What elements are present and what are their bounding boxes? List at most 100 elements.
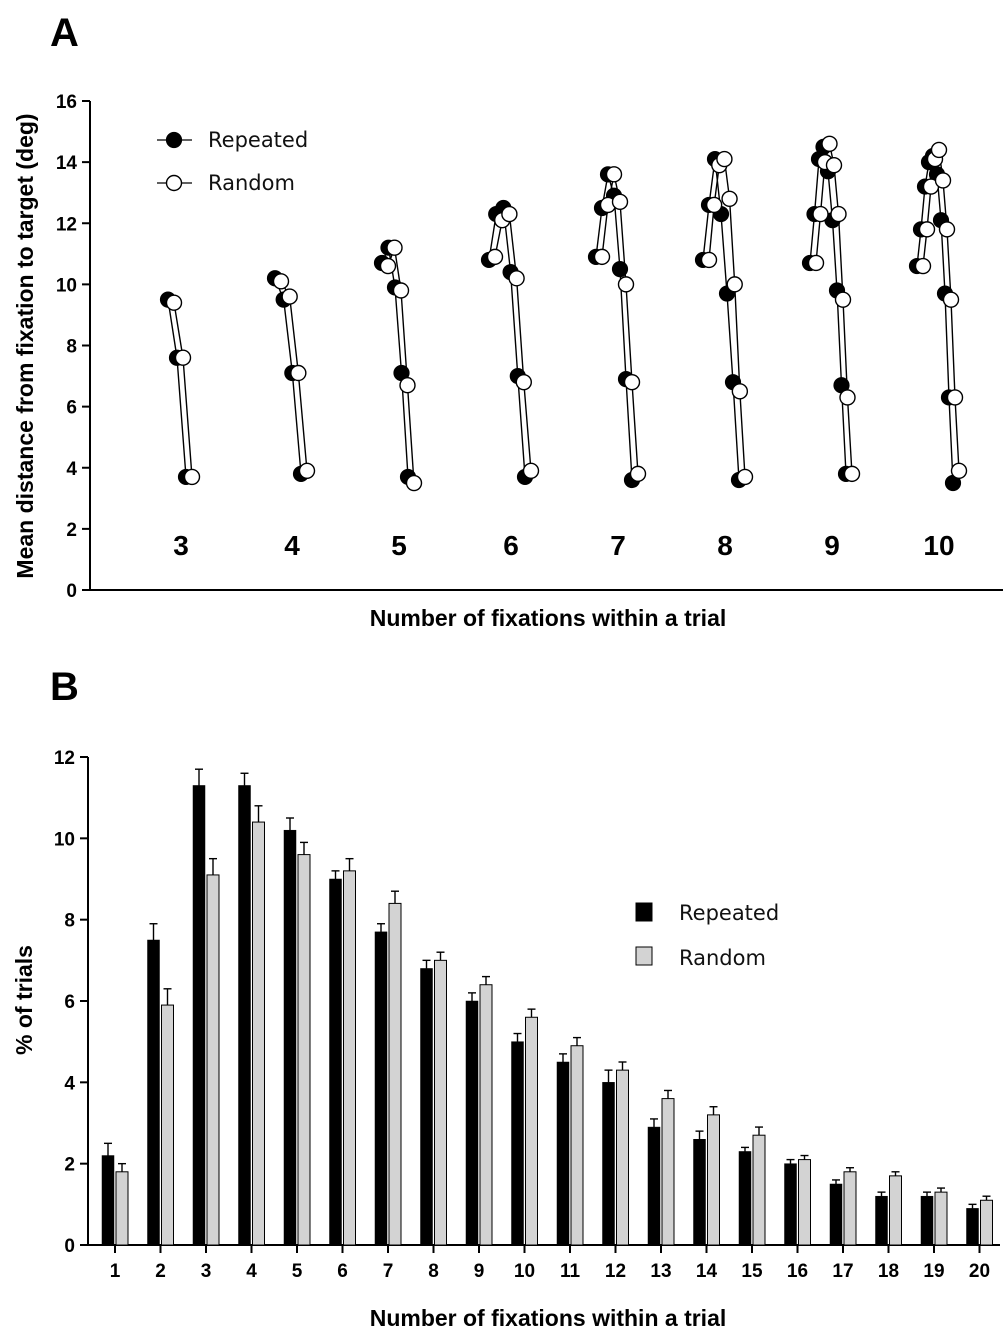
- panel-a-y-tick-label: 16: [56, 92, 77, 113]
- panel-b-x-tick-label: 5: [292, 1261, 303, 1282]
- panel-b-bar-repeated: [420, 968, 433, 1246]
- panel-a-group-labels: 3 4 5 6 7 8 9 10: [173, 530, 954, 561]
- panel-b-bar-repeated: [647, 1126, 661, 1246]
- panel-a-group-label: 9: [824, 530, 840, 561]
- panel-b-bar-random: [388, 902, 402, 1246]
- panel-a-y-tick-label: 4: [66, 459, 77, 480]
- panel-a-point-random: [617, 276, 635, 293]
- panel-b-x-tick-label: 7: [383, 1261, 394, 1282]
- panel-a-point-random: [629, 465, 647, 483]
- panel-a-point-random: [834, 291, 852, 308]
- panel-b-bar-random: [115, 1171, 129, 1246]
- legend-repeated-label: Repeated: [679, 901, 779, 925]
- panel-a-point-random: [839, 389, 856, 406]
- panel-a-point-random: [716, 150, 733, 168]
- panel-a-label: A: [50, 11, 79, 55]
- legend-random-swatch: [635, 946, 653, 966]
- panel-a-y-tick-label: 12: [56, 214, 77, 235]
- panel-b-x-tick-label: 16: [787, 1261, 808, 1282]
- panel-a-point-random: [950, 462, 968, 480]
- panel-b-bar-random: [252, 821, 265, 1246]
- panel-a-line-repeated-3: [167, 299, 187, 477]
- panel-a-point-random: [605, 166, 623, 183]
- panel-a-y-axis-title: Mean distance from fixation to target (d…: [12, 113, 38, 578]
- panel-b-x-tick-label: 13: [650, 1261, 671, 1282]
- panel-a-group-label: 7: [610, 530, 626, 561]
- panel-b-x-tick-label: 9: [474, 1261, 485, 1282]
- panel-a-y-tick-label: 8: [66, 337, 77, 358]
- panel-a-point-random: [174, 349, 192, 366]
- panel-b-x-tick-label: 18: [878, 1261, 899, 1282]
- panel-a-point-random: [183, 468, 201, 486]
- panel-a-group-label: 6: [503, 530, 519, 561]
- panel-b-bar-repeated: [465, 1000, 479, 1246]
- panel-a-point-random: [272, 273, 290, 290]
- panel-a-group-label: 5: [391, 530, 407, 561]
- panel-a-point-random: [281, 288, 298, 305]
- panel-a-point-random: [930, 141, 948, 159]
- panel-b-bar-repeated: [192, 785, 206, 1246]
- panel-b-bar-repeated: [556, 1061, 570, 1246]
- panel-a-point-random: [721, 190, 738, 208]
- panel-b-bar-random: [707, 1114, 720, 1246]
- panel-b-x-tick-label: 17: [832, 1261, 853, 1282]
- panel-a-point-random: [705, 196, 723, 214]
- panel-a-line-repeated-10: [916, 154, 954, 484]
- panel-a-point-random: [830, 205, 847, 223]
- panel-a-line-repeated-7: [595, 174, 633, 481]
- panel-b-bars: [101, 768, 993, 1246]
- panel-b-bar-random: [889, 1175, 902, 1246]
- panel-a-line-random-4: [280, 280, 308, 471]
- panel-a-line-random-7: [601, 174, 639, 474]
- panel-b-x-tick-label: 6: [337, 1261, 348, 1282]
- panel-b-x-tick-label: 2: [155, 1261, 166, 1282]
- panel-a-line-random-9: [815, 143, 853, 474]
- panel-a-point-random: [731, 383, 749, 400]
- panel-b-bar-repeated: [238, 785, 251, 1246]
- panel-a-group-label: 4: [284, 530, 300, 561]
- panel-b-y-ticks: 0 2 4 6 8 10 12: [54, 748, 88, 1257]
- panel-b-bar-repeated: [602, 1082, 615, 1246]
- panel-b-x-tick-label: 12: [605, 1261, 626, 1282]
- panel-a-point-random: [486, 248, 504, 266]
- panel-a-group-label: 10: [923, 530, 954, 561]
- panel-b-x-tick-label: 15: [741, 1261, 763, 1282]
- panel-b-bar-random: [980, 1199, 993, 1246]
- panel-a-point-random: [165, 294, 183, 311]
- panel-b-bar-repeated: [147, 939, 160, 1246]
- panel-b-bar-repeated: [693, 1139, 706, 1246]
- panel-b-axes: [87, 757, 1000, 1246]
- panel-a-group-label: 8: [717, 530, 733, 561]
- panel-a-group-label: 3: [173, 530, 189, 561]
- panel-a-point-repeated: [611, 260, 629, 278]
- panel-b-bar-random: [752, 1134, 766, 1246]
- panel-b-y-axis-title: % of trials: [11, 945, 37, 1055]
- panel-b-y-tick-label: 10: [54, 829, 75, 850]
- panel-b-bar-random: [616, 1069, 629, 1246]
- panel-a-point-random: [515, 373, 532, 391]
- panel-b-label: B: [50, 665, 79, 709]
- panel-b-y-tick-label: 0: [64, 1236, 75, 1257]
- panel-a-point-random: [508, 270, 525, 287]
- panel-b-bar-repeated: [875, 1195, 888, 1246]
- panel-a-legend: Repeated Random: [157, 128, 308, 195]
- panel-b-x-tick-label: 20: [969, 1261, 990, 1282]
- panel-a-y-ticks: 0 2 4 6 8 10 12 14 16: [56, 92, 90, 602]
- panel-b-x-tick-label: 4: [246, 1261, 257, 1282]
- panel-a-point-random: [392, 282, 410, 299]
- panel-a-point-random: [942, 291, 960, 308]
- panel-a-line-random-3: [173, 302, 193, 477]
- legend-repeated-marker: [165, 131, 183, 149]
- panel-b-bar-repeated: [283, 829, 297, 1246]
- panel-a-y-tick-label: 0: [66, 581, 77, 602]
- panel-a-point-random: [914, 257, 932, 275]
- panel-b-bar-random: [161, 1004, 174, 1246]
- panel-a-point-random: [946, 389, 964, 406]
- panel-a-point-random: [934, 172, 952, 189]
- panel-a-point-random: [918, 221, 936, 238]
- panel-a-point-random: [501, 205, 518, 223]
- panel-b-bar-random: [434, 959, 447, 1246]
- panel-b-bar-repeated: [329, 878, 342, 1246]
